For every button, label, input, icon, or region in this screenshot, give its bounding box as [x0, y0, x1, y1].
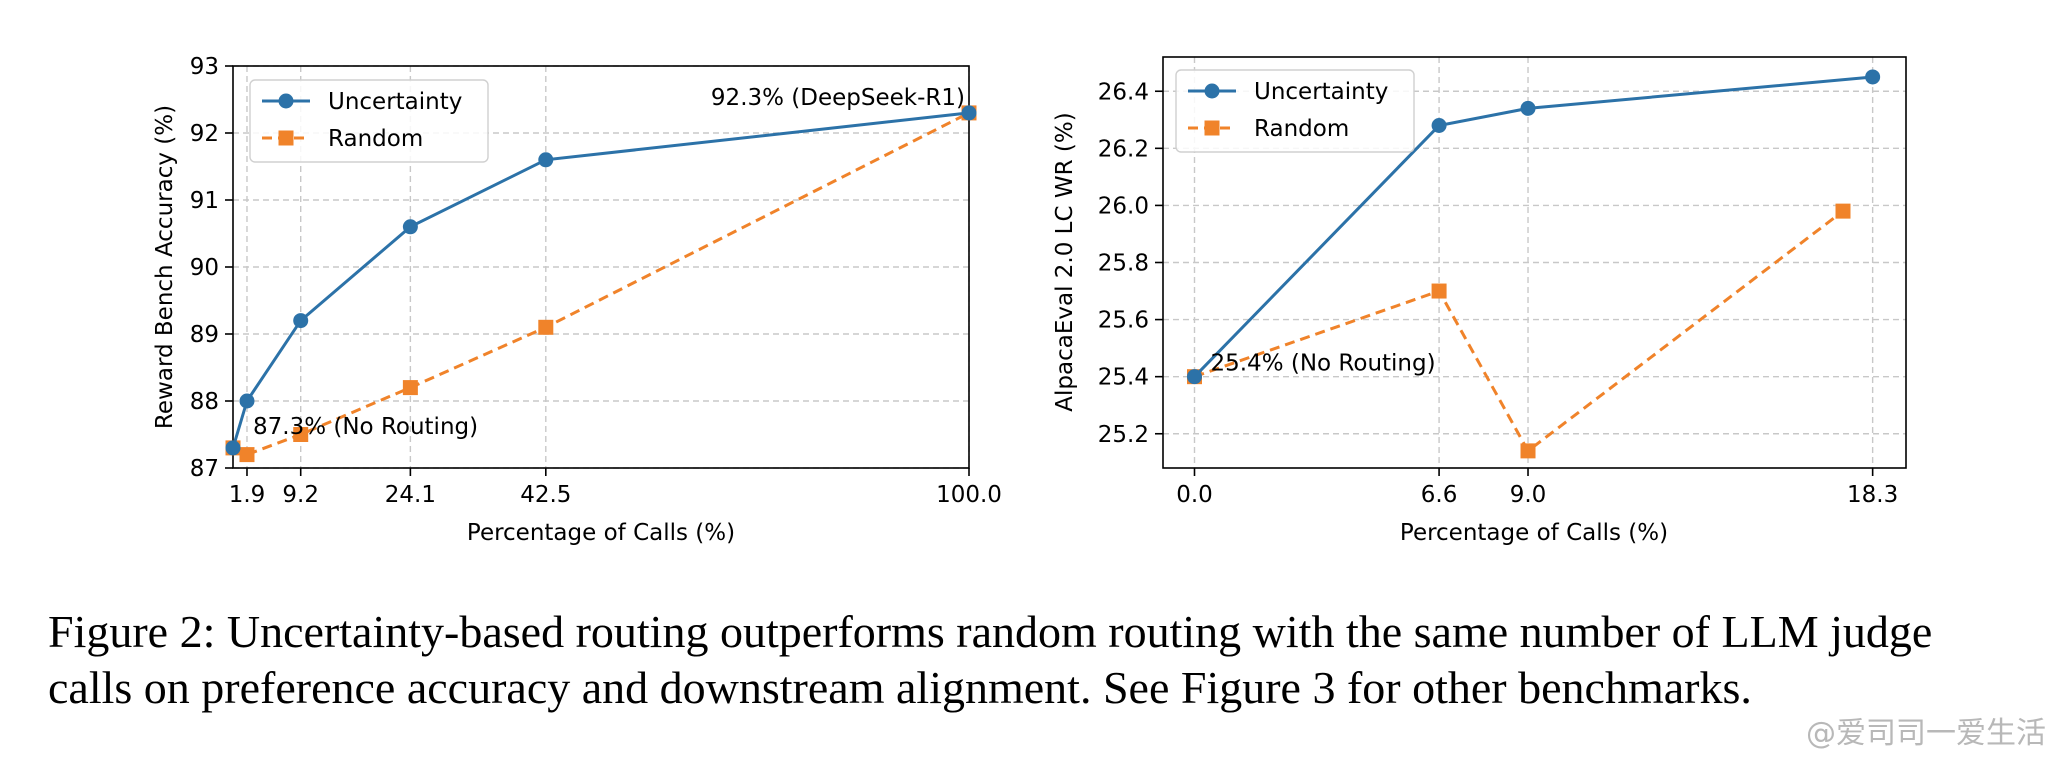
random-point: [402, 380, 418, 396]
legend-uncertainty-label: Uncertainty: [328, 89, 462, 115]
y-axis-label: AlpacaEval 2.0 LC WR (%): [1052, 112, 1078, 411]
y-tick-label: 89: [190, 322, 219, 348]
uncertainty-series-line: [231, 111, 970, 449]
uncertainty-point: [402, 219, 418, 235]
random-point: [1835, 203, 1851, 219]
uncertainty-point: [1865, 69, 1881, 85]
y-tick-label: 26.4: [1098, 79, 1149, 105]
figure-caption: Figure 2: Uncertainty-based routing outp…: [48, 606, 1933, 713]
series-marks: [225, 105, 977, 463]
axis-ticks: 0.0 6.6 9.0 18.3 25.2 25.4 25.6 25.8 26.0 26.2 26.…: [1098, 79, 1898, 508]
legend-random-label: Random: [328, 126, 423, 152]
y-tick-label: 88: [190, 389, 219, 415]
y-tick-label: 25.8: [1098, 251, 1149, 277]
annotation-label: 92.3% (DeepSeek-R1): [711, 85, 965, 111]
y-tick-label: 25.2: [1098, 422, 1149, 448]
x-tick-label: 9.2: [282, 482, 319, 508]
uncertainty-point: [961, 105, 977, 121]
figure-panels: 1.9 9.2 24.1 42.5 100.0 87 88 89 90 91 92 93 92.3% …: [152, 54, 1907, 546]
axis-ticks: 1.9 9.2 24.1 42.5 100.0 87 88 89 90 91 92 93: [190, 54, 1002, 508]
y-tick-label: 93: [190, 54, 219, 80]
y-tick-label: 90: [190, 255, 219, 281]
legend-uncertainty-marker: [278, 93, 294, 109]
annotation-label: 25.4% (No Routing): [1210, 351, 1435, 377]
watermark: @爱司司一爱生活: [1806, 716, 2046, 751]
uncertainty-point: [538, 152, 554, 168]
x-tick-label: 6.6: [1421, 482, 1458, 508]
chart-reward-bench: 1.9 9.2 24.1 42.5 100.0 87 88 89 90 91 92 93 92.3% …: [152, 54, 1002, 546]
y-tick-label: 91: [190, 188, 219, 214]
uncertainty-point: [225, 440, 241, 456]
uncertainty-point: [239, 393, 255, 409]
x-tick-label: 24.1: [385, 482, 436, 508]
random-point: [538, 319, 554, 335]
random-series-line: [1194, 209, 1844, 454]
uncertainty-point: [1186, 369, 1202, 385]
y-axis-label: Reward Bench Accuracy (%): [152, 105, 178, 429]
y-tick-label: 26.0: [1098, 193, 1149, 219]
random-point: [239, 447, 255, 463]
legend-random-marker: [1204, 120, 1220, 136]
x-axis-label: Percentage of Calls (%): [1400, 520, 1668, 546]
x-tick-label: 9.0: [1510, 482, 1547, 508]
y-tick-label: 26.2: [1098, 136, 1149, 162]
uncertainty-point: [293, 313, 309, 329]
annotations: 92.3% (DeepSeek-R1) 87.3% (No Routing): [253, 85, 965, 440]
y-tick-label: 25.6: [1098, 308, 1149, 334]
random-series-line: [232, 111, 970, 457]
legend: Uncertainty Random: [249, 79, 489, 163]
legend-random-marker: [278, 130, 294, 146]
legend-uncertainty-marker: [1204, 83, 1220, 99]
legend-uncertainty-label: Uncertainty: [1254, 79, 1388, 105]
annotation-label: 87.3% (No Routing): [253, 414, 478, 440]
chart-alpacaeval: 0.0 6.6 9.0 18.3 25.2 25.4 25.6 25.8 26.0 26.2 26.…: [1052, 56, 1907, 546]
y-tick-label: 92: [190, 121, 219, 147]
x-tick-label: 1.9: [229, 482, 266, 508]
y-tick-label: 25.4: [1098, 365, 1149, 391]
x-tick-label: 100.0: [936, 482, 1002, 508]
y-tick-label: 87: [190, 456, 219, 482]
x-tick-label: 42.5: [520, 482, 571, 508]
legend: Uncertainty Random: [1175, 69, 1415, 153]
series-marks: [1186, 69, 1881, 459]
legend-random-label: Random: [1254, 116, 1349, 142]
x-tick-label: 0.0: [1176, 482, 1213, 508]
uncertainty-point: [1520, 100, 1536, 116]
random-point: [1431, 283, 1447, 299]
annotations: 25.4% (No Routing): [1210, 351, 1435, 377]
x-axis-label: Percentage of Calls (%): [467, 520, 735, 546]
uncertainty-point: [1431, 118, 1447, 133]
uncertainty-series-line: [1193, 75, 1873, 378]
random-point: [1520, 443, 1536, 459]
random-point: [293, 427, 309, 442]
x-tick-label: 18.3: [1847, 482, 1898, 508]
